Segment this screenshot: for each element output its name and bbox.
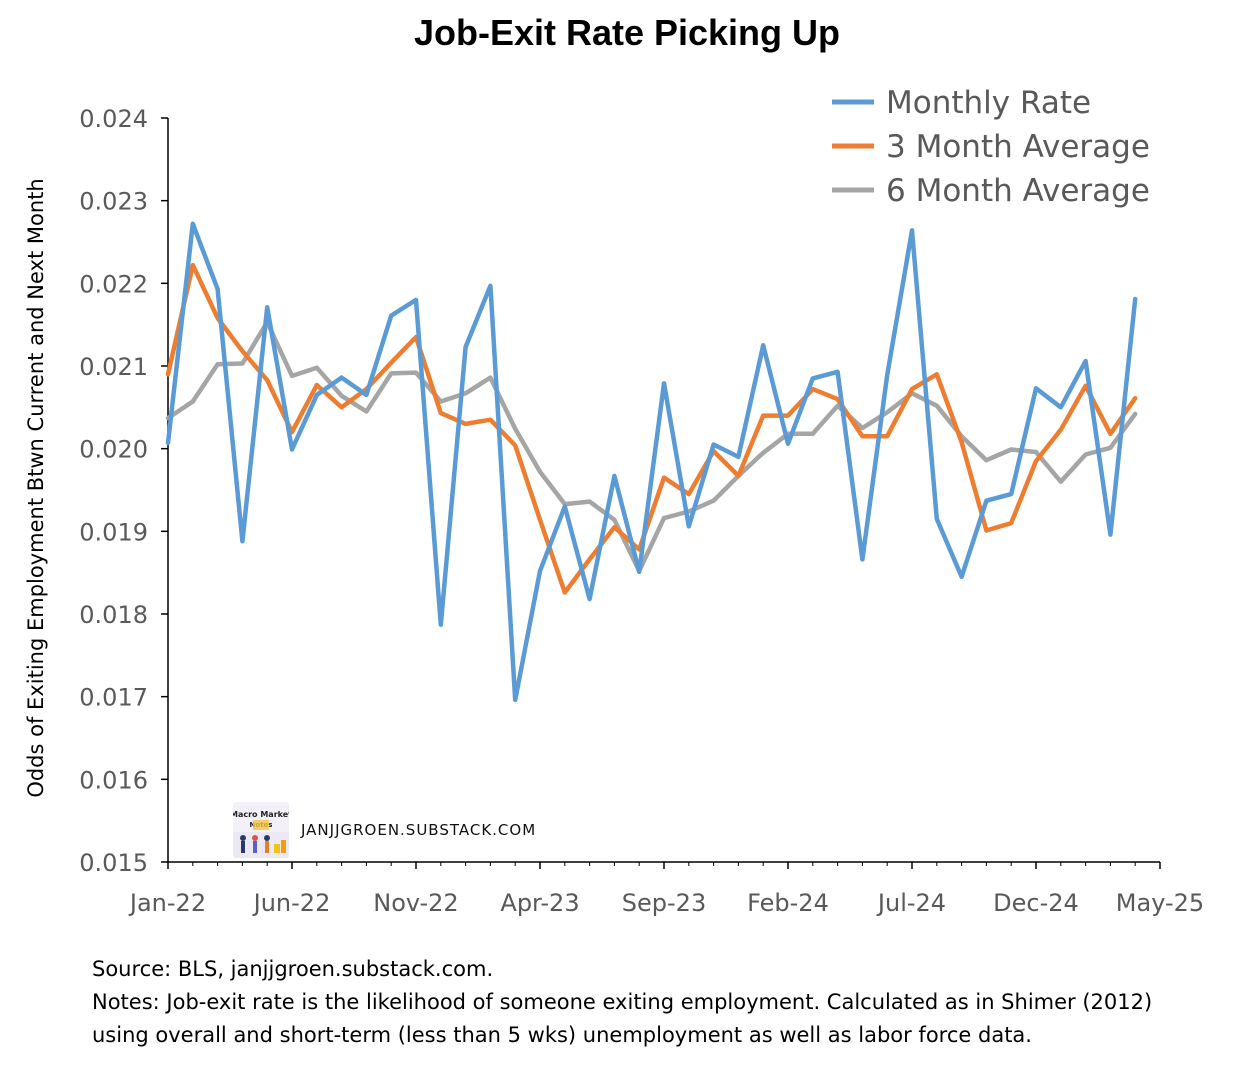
svg-text:Macro Market: Macro Market xyxy=(233,810,289,819)
x-tick-label: Dec-24 xyxy=(993,889,1079,917)
y-tick-label: 0.019 xyxy=(79,518,148,546)
x-tick-label: May-25 xyxy=(1116,889,1204,917)
y-tick-label: 0.021 xyxy=(79,353,148,381)
y-tick-label: 0.023 xyxy=(79,188,148,216)
series-lines xyxy=(165,221,1138,703)
chart-legend: Monthly Rate 3 Month Average 6 Month Avera… xyxy=(832,85,1150,209)
x-tick-label: Sep-23 xyxy=(622,889,706,917)
series-line-6-month-average xyxy=(165,319,1138,574)
x-tick-label: Apr-23 xyxy=(500,889,579,917)
macro-market-notes-logo: Macro Market Notes xyxy=(233,802,289,858)
series-line-3-month-average xyxy=(165,262,1138,595)
source-note: Source: BLS, janjjgroen.substack.com. xyxy=(92,957,494,981)
x-tick-label: Feb-24 xyxy=(747,889,829,917)
legend-label-monthly-rate: Monthly Rate xyxy=(886,85,1091,121)
x-tick-label: Nov-22 xyxy=(373,889,458,917)
legend-label-3-month-average: 3 Month Average xyxy=(886,129,1150,165)
watermark-text: JANJJGROEN.SUBSTACK.COM xyxy=(301,821,537,839)
chart-title: Job-Exit Rate Picking Up xyxy=(413,12,841,53)
y-axis-label: Odds of Exiting Employment Btwn Current … xyxy=(24,178,48,797)
y-tick-label: 0.015 xyxy=(79,849,148,877)
y-tick-label: 0.018 xyxy=(79,601,148,629)
y-tick-label: 0.016 xyxy=(79,766,148,794)
y-tick-label: 0.017 xyxy=(79,684,148,712)
x-tick-label: Jan-22 xyxy=(128,889,206,917)
notes-line-2: using overall and short-term (less than … xyxy=(92,1023,1032,1047)
legend-label-6-month-average: 6 Month Average xyxy=(886,173,1150,209)
x-tick-label: Jun-22 xyxy=(252,889,331,917)
y-tick-label: 0.020 xyxy=(79,436,148,464)
chart-axes: 0.015 0.016 0.017 0.018 0.019 0.020 0.021 0.022… xyxy=(79,105,1204,917)
notes-line-1: Notes: Job-exit rate is the likelihood o… xyxy=(92,990,1153,1014)
x-tick-label: Jul-24 xyxy=(876,889,946,917)
y-tick-label: 0.022 xyxy=(79,270,148,298)
series-line-monthly-rate xyxy=(165,221,1138,703)
y-tick-label: 0.024 xyxy=(79,105,148,133)
